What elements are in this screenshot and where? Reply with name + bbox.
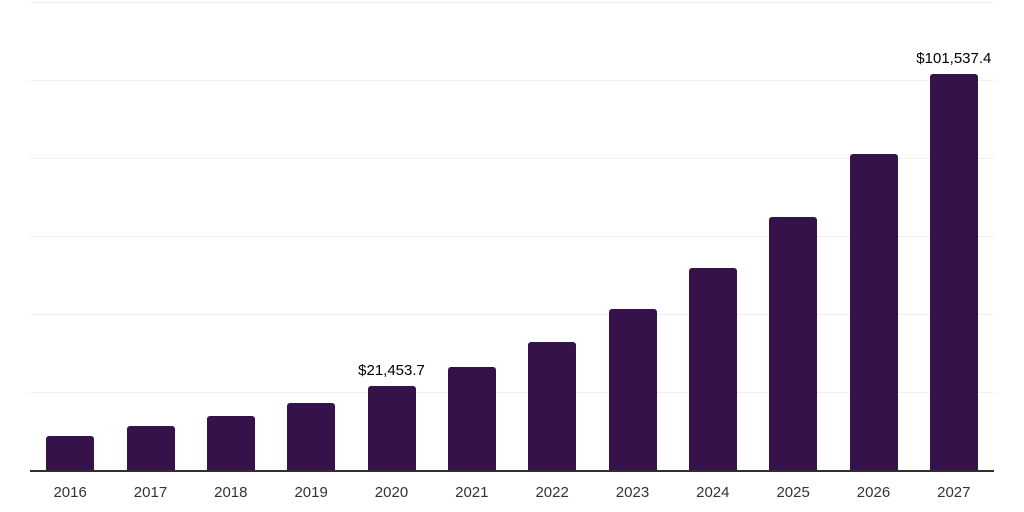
bar-2022[interactable]: [528, 341, 577, 470]
bar-2027[interactable]: [929, 74, 978, 470]
bar-2018[interactable]: [206, 416, 255, 470]
bar-2017[interactable]: [126, 426, 175, 470]
x-tick-label-2020: 2020: [374, 484, 409, 501]
value-label-2020: $21,453.7: [358, 362, 425, 380]
bar-2023[interactable]: [608, 309, 657, 470]
gridline-20000: [30, 392, 994, 393]
gridline-60000: [30, 236, 994, 237]
gridline-100000: [30, 80, 994, 81]
x-tick-label-2016: 2016: [53, 484, 87, 501]
gridline-40000: [30, 314, 994, 315]
x-tick-label-2026: 2026: [856, 484, 891, 501]
bar-2024[interactable]: [688, 268, 737, 470]
x-tick-label-2023: 2023: [615, 484, 650, 501]
bar-2019[interactable]: [287, 403, 336, 470]
bar-2021[interactable]: [447, 367, 496, 470]
bar-2016[interactable]: [46, 436, 95, 470]
bar-2025[interactable]: [769, 216, 818, 470]
value-label-2027: $101,537.4: [916, 50, 992, 68]
bar-2020[interactable]: [367, 386, 416, 470]
bar-2026[interactable]: [849, 153, 898, 470]
x-tick-label-2017: 2017: [133, 484, 168, 501]
x-tick-label-2024: 2024: [696, 484, 730, 501]
x-tick-label-2027: 2027: [937, 484, 971, 501]
x-tick-label-2021: 2021: [455, 484, 489, 501]
gridline-80000: [30, 158, 994, 159]
x-tick-label-2025: 2025: [776, 484, 810, 501]
gridline-120000: [30, 2, 994, 3]
plot-area: $21,453.7 $101,537.4: [30, 0, 994, 470]
x-tick-label-2022: 2022: [535, 484, 569, 501]
x-tick-label-2019: 2019: [294, 484, 328, 501]
x-axis-line: [30, 470, 994, 472]
x-tick-label-2018: 2018: [214, 484, 248, 501]
x-axis-labels: 2016 2017 2018 2019 2020 2021 2022 2023 2024 2025…: [30, 484, 994, 505]
